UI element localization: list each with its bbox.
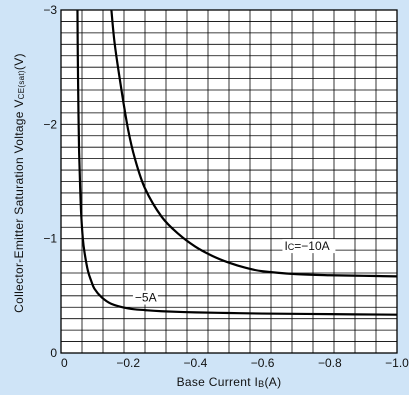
series-line-1 (76, 9, 398, 316)
y-axis-label: Collector-Emitter Saturation Voltage VCE… (12, 53, 26, 313)
curves (76, 9, 398, 316)
x-tick-labels: 0 −0.2 −0.4 −0.6 −0.8 −1.0 (61, 356, 409, 370)
y-tick-labels: 0 −1 −2 −3 (43, 3, 57, 360)
x-axis-label: Base Current IB(A) (177, 375, 282, 389)
series-label-bg (282, 239, 336, 254)
series-label: IC=−10A (284, 239, 329, 253)
x-tick-label: −0.8 (318, 356, 342, 370)
x-tick-label: −0.4 (184, 356, 208, 370)
y-tick-label: 0 (50, 346, 57, 360)
plot-frame (60, 9, 398, 354)
series-label-bg (132, 290, 158, 305)
series-label: −5A (135, 291, 157, 305)
x-tick-label: −1.0 (385, 356, 409, 370)
x-tick-label: −0.2 (116, 356, 140, 370)
annotations: IC=−10A −5A (132, 239, 336, 305)
x-tick-label: −0.6 (251, 356, 275, 370)
y-tick-label: −1 (43, 232, 57, 246)
grid (61, 10, 397, 353)
series-line-0 (110, 9, 398, 278)
y-tick-label: −3 (43, 3, 57, 17)
x-tick-label: 0 (61, 356, 68, 370)
y-tick-label: −2 (43, 117, 57, 131)
